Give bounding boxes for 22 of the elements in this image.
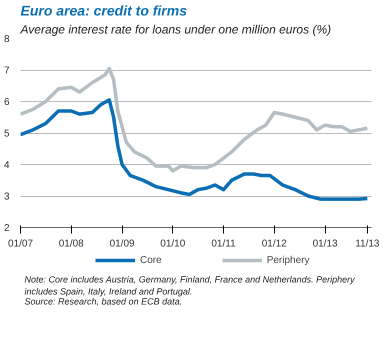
- x-tick-label: 01/09: [110, 238, 136, 250]
- x-tick-label: 01/08: [58, 238, 84, 250]
- y-tick-label: 2: [4, 223, 10, 234]
- x-tick-label: 01/10: [160, 238, 186, 250]
- line-series: [20, 98, 370, 201]
- x-tick-label: 01/07: [8, 238, 34, 250]
- legend-label: Periphery: [266, 254, 310, 266]
- x-tick-label: 01/11: [211, 238, 236, 250]
- y-tick-label: 4: [4, 160, 10, 171]
- y-tick-label: 8: [4, 34, 10, 45]
- text: Note: Core includes Austria, Germany, Finland, France and Netherlands. Periphery includes Spain, Italy, Ireland and Portugal.: [24, 274, 356, 296]
- y-tick-label: 6: [4, 97, 10, 108]
- x-tick-label: 01/12: [262, 238, 288, 250]
- x-tick-label: 11/13: [355, 238, 380, 250]
- x-tick-label: 01/13: [312, 238, 338, 250]
- source-note: Source: Research, based on ECB data.: [24, 296, 182, 306]
- legend-label: Core: [140, 254, 162, 266]
- chart-title: Euro area: credit to firms: [20, 2, 188, 18]
- y-tick-label: 3: [4, 192, 10, 202]
- y-tick-label: 5: [4, 128, 10, 140]
- y-tick-label: 7: [4, 66, 10, 76]
- chart-subtitle: Average interest rate for loans under one million euros (%): [20, 22, 332, 36]
